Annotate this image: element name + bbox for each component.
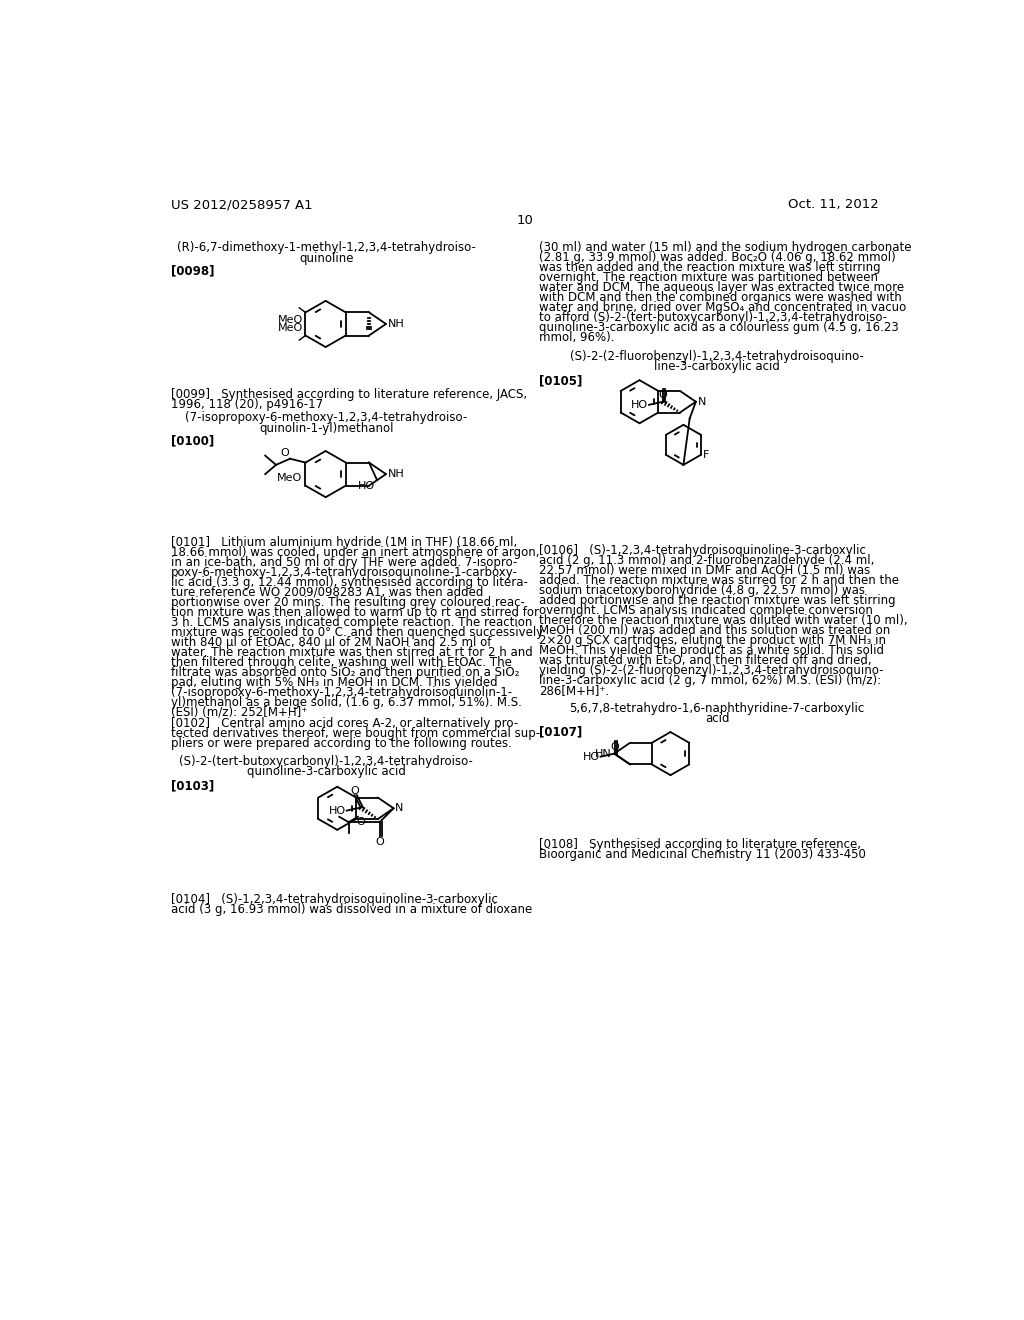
Text: quinoline-3-carboxylic acid as a colourless gum (4.5 g, 16.23: quinoline-3-carboxylic acid as a colourl… (539, 321, 898, 334)
Text: NH: NH (388, 469, 406, 479)
Text: O: O (350, 785, 358, 796)
Text: 286[M+H]⁺.: 286[M+H]⁺. (539, 684, 609, 697)
Text: MeO: MeO (278, 314, 303, 325)
Text: (7-isopropoxy-6-methoxy-1,2,3,4-tetrahydroisoquinolin-1-: (7-isopropoxy-6-methoxy-1,2,3,4-tetrahyd… (171, 686, 512, 698)
Text: Bioorganic and Medicinal Chemistry 11 (2003) 433-450: Bioorganic and Medicinal Chemistry 11 (2… (539, 849, 865, 862)
Text: 18.66 mmol) was cooled, under an inert atmosphere of argon,: 18.66 mmol) was cooled, under an inert a… (171, 545, 539, 558)
Text: (30 ml) and water (15 ml) and the sodium hydrogen carbonate: (30 ml) and water (15 ml) and the sodium… (539, 240, 911, 253)
Text: [0105]: [0105] (539, 374, 582, 387)
Text: Oct. 11, 2012: Oct. 11, 2012 (788, 198, 879, 211)
Text: 2×20 g SCX cartridges, eluting the product with 7M NH₃ in: 2×20 g SCX cartridges, eluting the produ… (539, 635, 886, 647)
Text: poxy-6-methoxy-1,2,3,4-tetrahydroisoquinoline-1-carboxy-: poxy-6-methoxy-1,2,3,4-tetrahydroisoquin… (171, 566, 517, 578)
Text: (R)-6,7-dimethoxy-1-methyl-1,2,3,4-tetrahydroiso-: (R)-6,7-dimethoxy-1-methyl-1,2,3,4-tetra… (177, 240, 476, 253)
Text: F: F (703, 450, 710, 459)
Text: to afford (S)-2-(tert-butoxycarbonyl)-1,2,3,4-tetrahydroiso-: to afford (S)-2-(tert-butoxycarbonyl)-1,… (539, 312, 887, 323)
Text: [0108]   Synthesised according to literature reference,: [0108] Synthesised according to literatu… (539, 838, 861, 851)
Text: sodium triacetoxyborohydride (4.8 g, 22.57 mmol) was: sodium triacetoxyborohydride (4.8 g, 22.… (539, 585, 864, 597)
Text: yl)methanol as a beige solid, (1.6 g, 6.37 mmol, 51%). M.S.: yl)methanol as a beige solid, (1.6 g, 6.… (171, 696, 521, 709)
Text: with DCM and then the combined organics were washed with: with DCM and then the combined organics … (539, 290, 901, 304)
Text: overnight. The reaction mixture was partitioned between: overnight. The reaction mixture was part… (539, 271, 878, 284)
Text: overnight. LCMS analysis indicated complete conversion: overnight. LCMS analysis indicated compl… (539, 605, 872, 618)
Text: [0102]   Central amino acid cores A-2, or alternatively pro-: [0102] Central amino acid cores A-2, or … (171, 718, 518, 730)
Text: line-3-carboxylic acid (2 g, 7 mmol, 62%) M.S. (ESI) (m/z):: line-3-carboxylic acid (2 g, 7 mmol, 62%… (539, 675, 881, 688)
Text: acid (2 g, 11.3 mmol) and 2-fluorobenzaldehyde (2.4 ml,: acid (2 g, 11.3 mmol) and 2-fluorobenzal… (539, 554, 874, 568)
Text: 3 h. LCMS analysis indicated complete reaction. The reaction: 3 h. LCMS analysis indicated complete re… (171, 615, 532, 628)
Text: O: O (610, 742, 618, 752)
Text: (2.81 g, 33.9 mmol) was added. Boc₂O (4.06 g, 18.62 mmol): (2.81 g, 33.9 mmol) was added. Boc₂O (4.… (539, 251, 896, 264)
Text: HO: HO (358, 480, 375, 491)
Text: 22.57 mmol) were mixed in DMF and AcOH (1.5 ml) was: 22.57 mmol) were mixed in DMF and AcOH (… (539, 564, 870, 577)
Text: O: O (281, 447, 289, 458)
Text: HO: HO (583, 751, 600, 762)
Text: added portionwise and the reaction mixture was left stirring: added portionwise and the reaction mixtu… (539, 594, 895, 607)
Text: MeO: MeO (278, 474, 302, 483)
Text: MeO: MeO (278, 323, 303, 333)
Text: portionwise over 20 mins. The resulting grey coloured reac-: portionwise over 20 mins. The resulting … (171, 595, 524, 609)
Text: pad, eluting with 5% NH₃ in MeOH in DCM. This yielded: pad, eluting with 5% NH₃ in MeOH in DCM.… (171, 676, 498, 689)
Text: then filtered through celite, washing well with EtOAc. The: then filtered through celite, washing we… (171, 656, 512, 669)
Text: with 840 μl of EtOAc, 840 μl of 2M NaOH and 2.5 ml of: with 840 μl of EtOAc, 840 μl of 2M NaOH … (171, 636, 490, 649)
Text: ture reference WO 2009/098283 A1, was then added: ture reference WO 2009/098283 A1, was th… (171, 586, 483, 599)
Text: mmol, 96%).: mmol, 96%). (539, 331, 614, 345)
Text: lic acid (3.3 g, 12.44 mmol), synthesised according to litera-: lic acid (3.3 g, 12.44 mmol), synthesise… (171, 576, 527, 589)
Text: [0104]   (S)-1,2,3,4-tetrahydroisoquinoline-3-carboxylic: [0104] (S)-1,2,3,4-tetrahydroisoquinolin… (171, 892, 498, 906)
Text: [0098]: [0098] (171, 264, 214, 277)
Text: water. The reaction mixture was then stirred at rt for 2 h and: water. The reaction mixture was then sti… (171, 645, 532, 659)
Text: N: N (395, 804, 403, 813)
Text: US 2012/0258957 A1: US 2012/0258957 A1 (171, 198, 312, 211)
Text: added. The reaction mixture was stirred for 2 h and then the: added. The reaction mixture was stirred … (539, 574, 899, 587)
Text: (7-isopropoxy-6-methoxy-1,2,3,4-tetrahydroiso-: (7-isopropoxy-6-methoxy-1,2,3,4-tetrahyd… (185, 411, 468, 424)
Text: MeOH. This yielded the product as a white solid. This solid: MeOH. This yielded the product as a whit… (539, 644, 884, 657)
Text: HO: HO (631, 400, 648, 409)
Text: [0100]: [0100] (171, 434, 214, 447)
Text: pliers or were prepared according to the following routes.: pliers or were prepared according to the… (171, 738, 512, 751)
Text: was then added and the reaction mixture was left stirring: was then added and the reaction mixture … (539, 261, 881, 273)
Text: 10: 10 (516, 214, 534, 227)
Text: quinolin-1-yl)methanol: quinolin-1-yl)methanol (259, 422, 393, 434)
Text: in an ice-bath, and 50 ml of dry THF were added. 7-isopro-: in an ice-bath, and 50 ml of dry THF wer… (171, 556, 517, 569)
Text: (S)-2-(tert-butoxycarbonyl)-1,2,3,4-tetrahydroiso-: (S)-2-(tert-butoxycarbonyl)-1,2,3,4-tetr… (179, 755, 473, 768)
Text: therefore the reaction mixture was diluted with water (10 ml),: therefore the reaction mixture was dilut… (539, 614, 907, 627)
Text: yielding (S)-2-(2-fluorobenzyl)-1,2,3,4-tetrahydroisoquino-: yielding (S)-2-(2-fluorobenzyl)-1,2,3,4-… (539, 664, 884, 677)
Text: O: O (375, 837, 384, 846)
Text: water and DCM. The aqueous layer was extracted twice more: water and DCM. The aqueous layer was ext… (539, 281, 904, 294)
Text: (ESI) (m/z): 252[M+H]⁺: (ESI) (m/z): 252[M+H]⁺ (171, 706, 307, 719)
Text: HN: HN (595, 748, 612, 759)
Text: [0106]   (S)-1,2,3,4-tetrahydroisoquinoline-3-carboxylic: [0106] (S)-1,2,3,4-tetrahydroisoquinolin… (539, 544, 865, 557)
Text: MeOH (200 ml) was added and this solution was treated on: MeOH (200 ml) was added and this solutio… (539, 624, 890, 638)
Text: O: O (356, 817, 365, 828)
Text: tected derivatives thereof, were bought from commercial sup-: tected derivatives thereof, were bought … (171, 727, 540, 741)
Text: acid (3 g, 16.93 mmol) was dissolved in a mixture of dioxane: acid (3 g, 16.93 mmol) was dissolved in … (171, 903, 531, 916)
Text: [0101]   Lithium aluminium hydride (1M in THF) (18.66 ml,: [0101] Lithium aluminium hydride (1M in … (171, 536, 517, 549)
Text: acid: acid (705, 711, 729, 725)
Text: (S)-2-(2-fluorobenzyl)-1,2,3,4-tetrahydroisoquino-: (S)-2-(2-fluorobenzyl)-1,2,3,4-tetrahydr… (570, 350, 864, 363)
Text: tion mixture was then allowed to warm up to rt and stirred for: tion mixture was then allowed to warm up… (171, 606, 539, 619)
Text: HO: HO (329, 805, 346, 816)
Text: 1996, 118 (20), p4916-17: 1996, 118 (20), p4916-17 (171, 397, 323, 411)
Text: mixture was recooled to 0° C. and then quenched successively: mixture was recooled to 0° C. and then q… (171, 626, 543, 639)
Text: quinoline-3-carboxylic acid: quinoline-3-carboxylic acid (247, 766, 406, 779)
Text: quinoline: quinoline (299, 252, 353, 264)
Text: N: N (697, 397, 706, 407)
Text: was triturated with Et₂O, and then filtered off and dried,: was triturated with Et₂O, and then filte… (539, 655, 871, 668)
Text: [0103]: [0103] (171, 779, 214, 792)
Text: [0099]   Synthesised according to literature reference, JACS,: [0099] Synthesised according to literatu… (171, 388, 526, 401)
Text: line-3-carboxylic acid: line-3-carboxylic acid (654, 360, 780, 374)
Text: O: O (658, 391, 668, 400)
Text: [0107]: [0107] (539, 726, 582, 739)
Text: filtrate was absorbed onto SiO₂ and then purified on a SiO₂: filtrate was absorbed onto SiO₂ and then… (171, 665, 519, 678)
Text: 5,6,7,8-tetrahydro-1,6-naphthyridine-7-carboxylic: 5,6,7,8-tetrahydro-1,6-naphthyridine-7-c… (569, 702, 864, 715)
Text: water and brine, dried over MgSO₄ and concentrated in vacuo: water and brine, dried over MgSO₄ and co… (539, 301, 906, 314)
Text: NH: NH (388, 319, 406, 329)
